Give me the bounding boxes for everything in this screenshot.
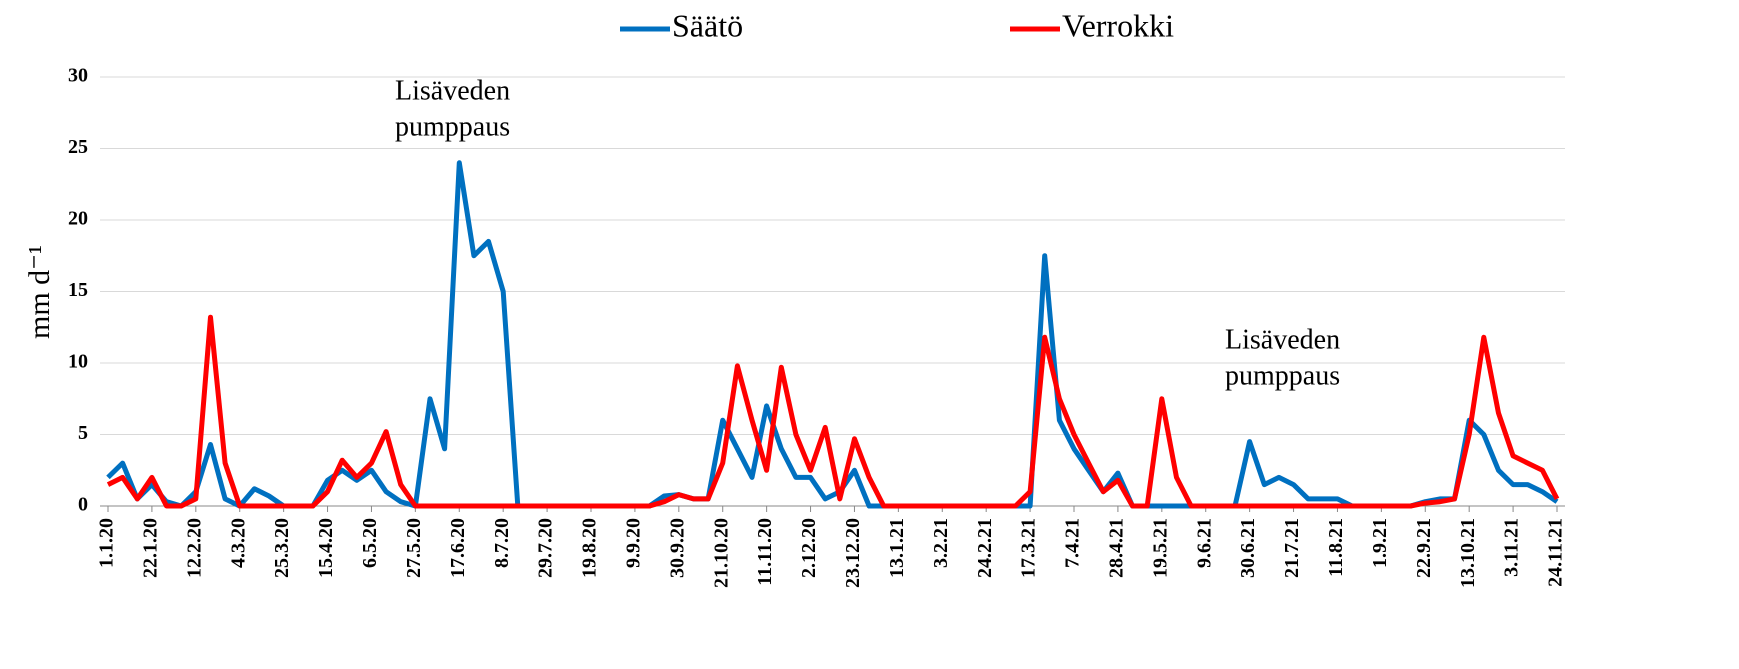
x-tick-label: 28.4.21: [1106, 518, 1128, 578]
legend-label: Verrokki: [1062, 7, 1174, 43]
annotation: Lisäveden: [1225, 324, 1340, 355]
x-tick-label: 11.11.20: [754, 518, 776, 586]
annotation: pumppaus: [1225, 360, 1340, 391]
y-tick-label: 30: [68, 65, 88, 87]
annotation: Lisäveden: [395, 75, 510, 106]
x-tick-label: 21.10.20: [710, 518, 732, 588]
x-tick-label: 13.10.21: [1457, 518, 1479, 588]
y-tick-label: 20: [68, 208, 88, 230]
x-tick-label: 17.6.20: [447, 518, 469, 578]
x-tick-label: 25.3.20: [271, 518, 293, 578]
series-line: [106, 314, 1560, 509]
annotation: pumppaus: [395, 111, 510, 142]
x-tick-label: 27.5.20: [403, 518, 425, 578]
x-tick-label: 30.9.20: [666, 518, 688, 578]
x-tick-label: 9.6.21: [1193, 518, 1215, 568]
series-line: [106, 160, 1559, 509]
x-tick-label: 12.2.20: [183, 518, 205, 578]
x-tick-label: 24.2.21: [974, 518, 996, 578]
x-tick-label: 22.1.20: [140, 518, 162, 578]
x-tick-label: 11.8.21: [1325, 518, 1347, 577]
y-tick-label: 25: [68, 136, 88, 158]
x-tick-label: 1.1.20: [96, 518, 118, 568]
x-tick-label: 13.1.21: [886, 518, 908, 578]
y-tick-label: 5: [78, 422, 88, 444]
x-tick-label: 30.6.21: [1237, 518, 1259, 578]
x-tick-label: 1.9.21: [1369, 518, 1391, 568]
y-tick-label: 10: [68, 351, 88, 373]
x-tick-label: 7.4.21: [1062, 518, 1084, 568]
x-tick-label: 19.5.21: [1149, 518, 1171, 578]
x-tick-label: 17.3.21: [1018, 518, 1040, 578]
x-tick-label: 6.5.20: [359, 518, 381, 568]
x-tick-label: 3.11.21: [1501, 518, 1523, 577]
x-tick-label: 29.7.20: [535, 518, 557, 578]
x-tick-label: 23.12.20: [842, 518, 864, 588]
x-tick-label: 3.2.21: [930, 518, 952, 568]
x-tick-label: 9.9.20: [623, 518, 645, 568]
y-tick-label: 0: [78, 494, 88, 516]
x-tick-label: 19.8.20: [579, 518, 601, 578]
x-tick-label: 2.12.20: [798, 518, 820, 578]
x-tick-label: 4.3.20: [227, 518, 249, 568]
x-tick-label: 24.11.21: [1545, 518, 1567, 587]
y-axis-label: mm d⁻¹: [23, 245, 56, 339]
legend-label: Säätö: [672, 7, 743, 43]
x-tick-label: 15.4.20: [315, 518, 337, 578]
x-tick-label: 21.7.21: [1281, 518, 1303, 578]
x-tick-label: 8.7.20: [491, 518, 513, 568]
x-tick-label: 22.9.21: [1413, 518, 1435, 578]
y-tick-label: 15: [68, 279, 88, 301]
